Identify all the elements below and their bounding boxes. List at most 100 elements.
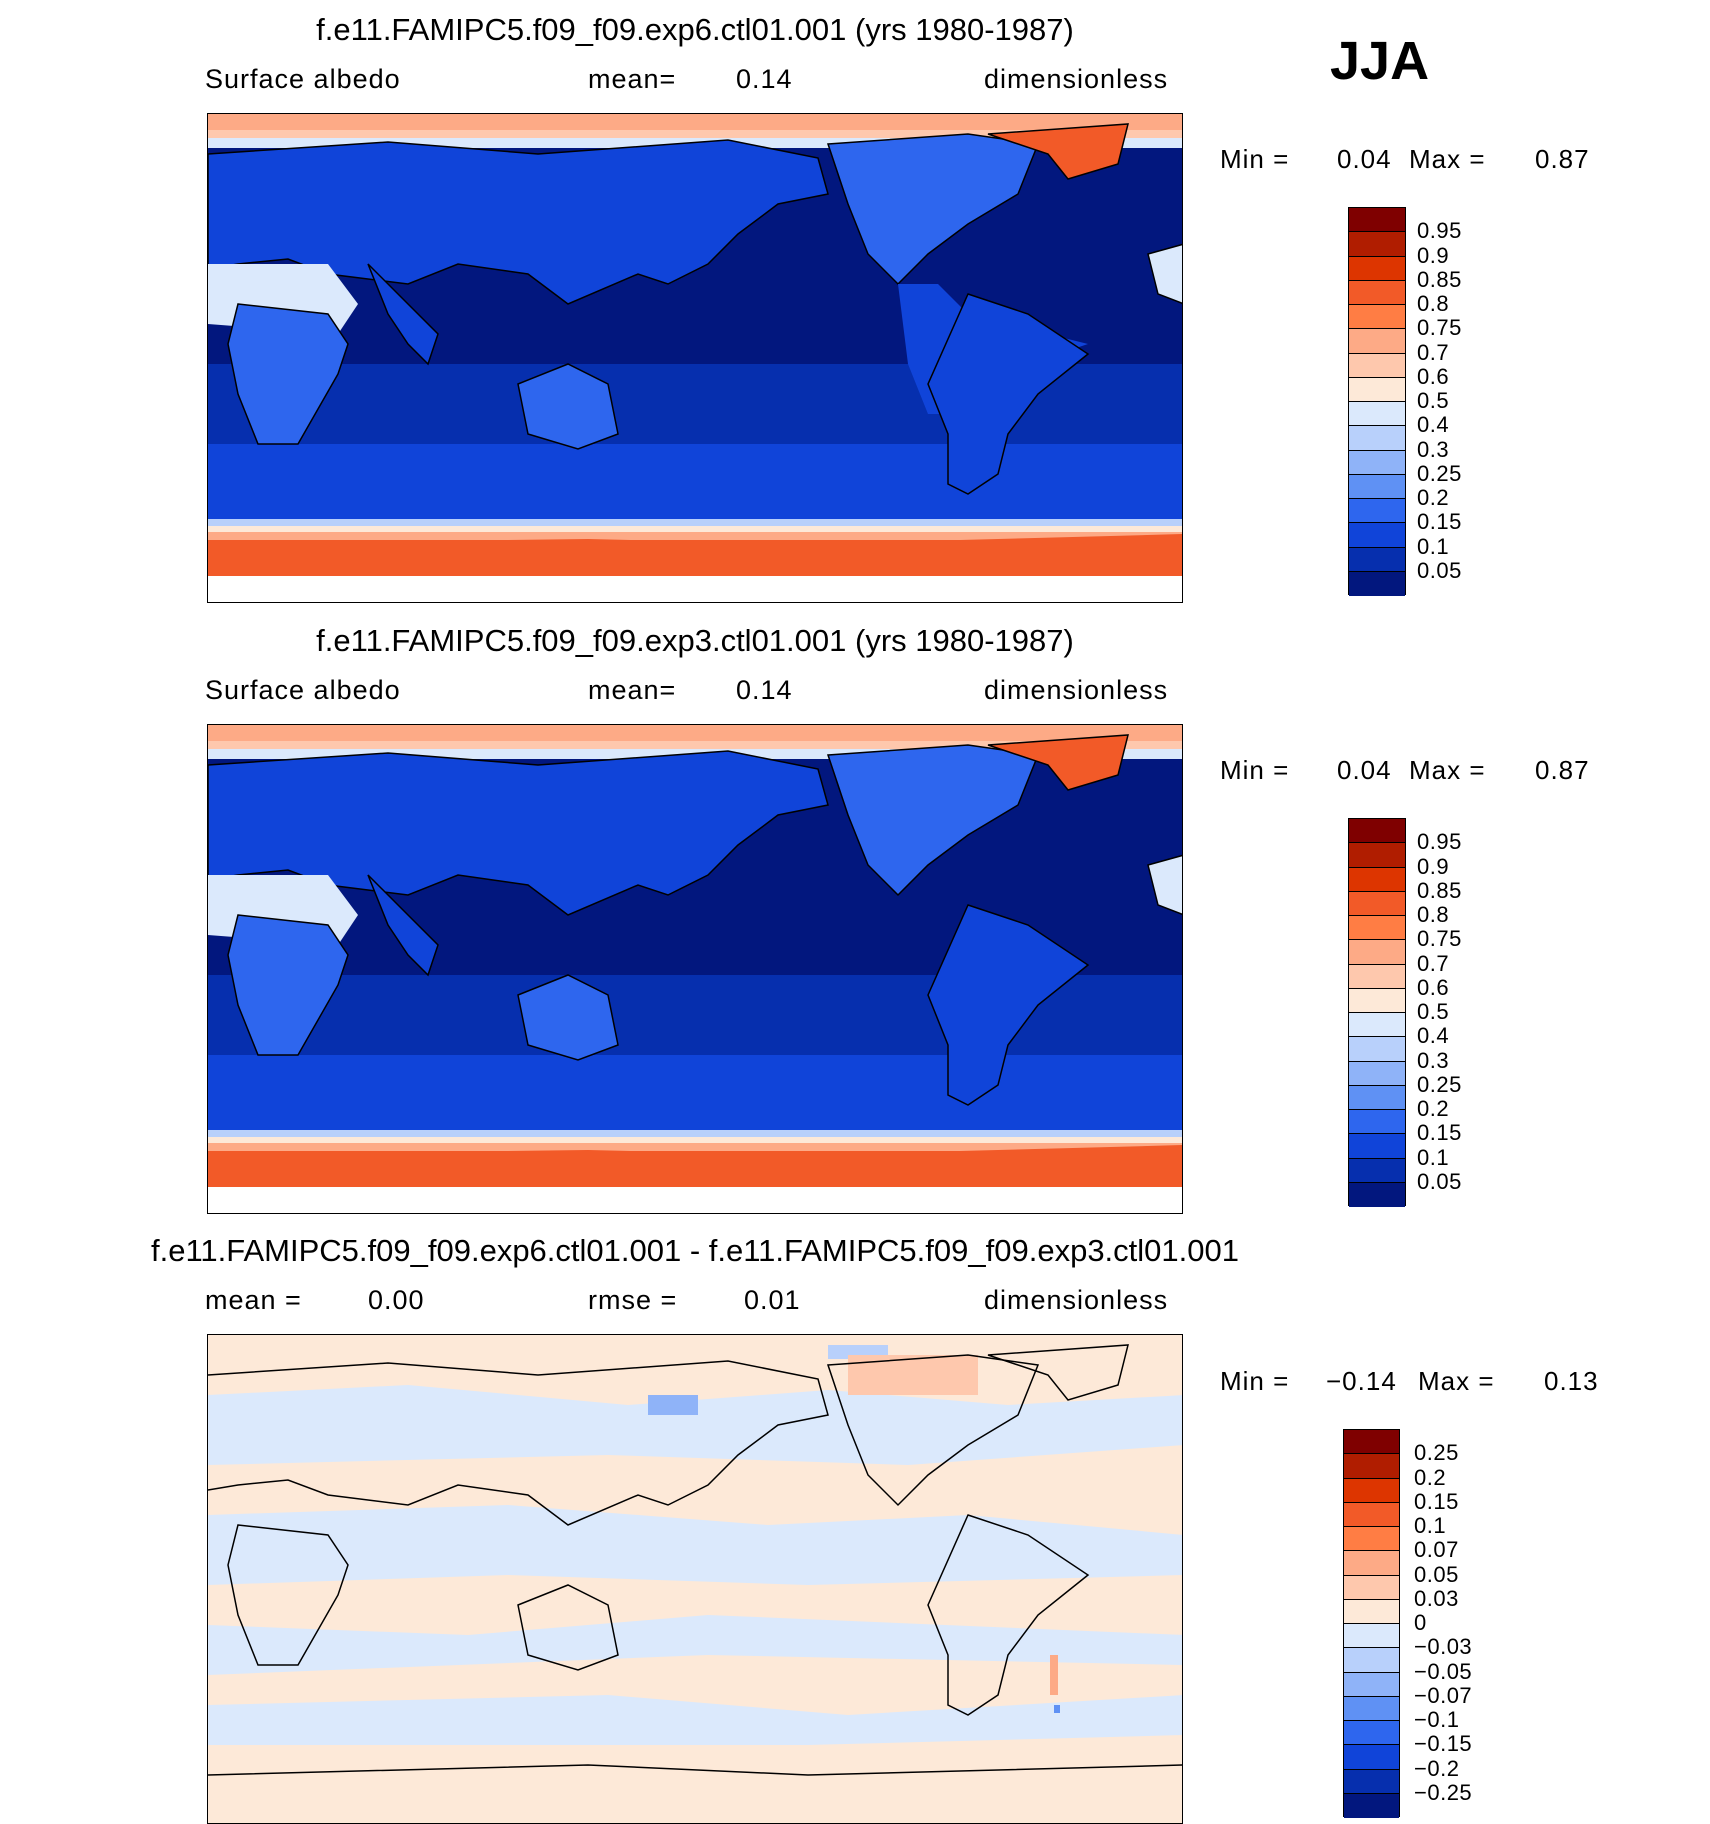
colorbar-swatch	[1344, 1696, 1399, 1721]
colorbar-level-label: 0.5	[1417, 388, 1450, 413]
colorbar-level-label: 0.7	[1417, 339, 1450, 365]
panel-1-colorbar	[1348, 207, 1406, 596]
panel-3-max-label: Max =	[1418, 1366, 1495, 1396]
colorbar-level-label: 0.8	[1417, 291, 1450, 316]
colorbar-level-label: 0.3	[1417, 1047, 1450, 1073]
colorbar-swatch	[1349, 402, 1405, 427]
panel-2-units: dimensionless	[984, 675, 1169, 705]
panel-2-field-name: Surface albedo	[205, 675, 401, 705]
colorbar-level-label: 0.2	[1417, 485, 1450, 510]
colorbar-swatch	[1344, 1721, 1399, 1746]
colorbar-swatch	[1344, 1551, 1399, 1576]
colorbar-level-label: 0.95	[1417, 829, 1462, 855]
colorbar-level-label: 0.07	[1414, 1537, 1459, 1563]
panel-1-min-label: Min =	[1220, 144, 1290, 174]
panel-1-map	[207, 113, 1183, 603]
colorbar-level-label: 0.15	[1414, 1488, 1459, 1514]
colorbar-swatch	[1349, 1013, 1405, 1038]
colorbar-swatch	[1344, 1454, 1399, 1479]
colorbar-swatch	[1344, 1599, 1399, 1624]
panel-2-min-label: Min =	[1220, 755, 1290, 785]
colorbar-level-label: 0.15	[1417, 509, 1462, 535]
colorbar-swatch	[1349, 499, 1405, 524]
colorbar-level-label: 0.25	[1417, 1071, 1462, 1097]
colorbar-level-label: 0	[1414, 1610, 1427, 1635]
colorbar-level-label: 0.9	[1417, 853, 1450, 879]
colorbar-level-label: −0.05	[1414, 1658, 1473, 1684]
colorbar-swatch	[1349, 256, 1405, 281]
season-label: JJA	[1330, 31, 1430, 91]
colorbar-level-label: 0.03	[1414, 1585, 1459, 1611]
colorbar-swatch	[1344, 1648, 1399, 1673]
colorbar-swatch	[1344, 1745, 1399, 1770]
colorbar-swatch	[1344, 1624, 1399, 1649]
colorbar-level-label: 0.05	[1414, 1561, 1459, 1587]
panel-2-map-svg	[208, 725, 1182, 1213]
colorbar-level-label: 0.85	[1417, 266, 1462, 292]
colorbar-swatch	[1349, 867, 1405, 892]
colorbar-level-label: 0.7	[1417, 950, 1450, 976]
colorbar-level-label: −0.07	[1414, 1682, 1473, 1708]
panel-3-mean-value: 0.00	[368, 1285, 425, 1315]
colorbar-swatch	[1344, 1769, 1399, 1794]
panel-1-units: dimensionless	[984, 64, 1169, 94]
panel-3-min-label: Min =	[1220, 1366, 1290, 1396]
colorbar-level-label: 0.2	[1414, 1464, 1447, 1490]
colorbar-swatch	[1344, 1527, 1399, 1552]
colorbar-swatch	[1349, 1110, 1405, 1135]
panel-2-mean-label: mean=	[588, 675, 677, 705]
colorbar-level-label: −0.25	[1414, 1779, 1473, 1805]
colorbar-swatch	[1349, 208, 1405, 233]
panel-3-min-value: −0.14	[1326, 1366, 1397, 1396]
colorbar-swatch	[1349, 940, 1405, 965]
panel-3-colorbar-labels: 0.25 0.2 0.15 0.1 0.07 0.05 0.03 0 −0.03 −0.05 −0.…	[1412, 1429, 1542, 1817]
panel-3-rmse-label: rmse =	[588, 1285, 678, 1315]
colorbar-swatch	[1349, 474, 1405, 499]
colorbar-swatch	[1349, 305, 1405, 330]
panel-1-min-value: 0.04	[1337, 144, 1392, 174]
panel-3-colorbar	[1343, 1429, 1400, 1818]
panel-2-min-value: 0.04	[1337, 755, 1392, 785]
colorbar-swatch	[1349, 426, 1405, 451]
colorbar-swatch	[1349, 547, 1405, 572]
colorbar-swatch	[1349, 1085, 1405, 1110]
panel-3-rmse-value: 0.01	[744, 1285, 801, 1315]
colorbar-level-label: 0.15	[1417, 1120, 1462, 1146]
panel-2-mean-value: 0.14	[736, 675, 793, 705]
colorbar-swatch	[1349, 377, 1405, 402]
colorbar-swatch	[1349, 280, 1405, 305]
panel-1-map-svg	[208, 114, 1182, 602]
panel-1-field-name: Surface albedo	[205, 64, 401, 94]
colorbar-swatch	[1349, 843, 1405, 868]
panel-3-title: f.e11.FAMIPC5.f09_f09.exp6.ctl01.001 - f…	[151, 1233, 1239, 1268]
colorbar-swatch	[1349, 232, 1405, 257]
colorbar-level-label: 0.25	[1417, 460, 1462, 486]
colorbar-swatch	[1344, 1478, 1399, 1503]
colorbar-swatch	[1349, 819, 1405, 844]
panel-3-mean-label: mean =	[205, 1285, 302, 1315]
colorbar-swatch	[1349, 1182, 1405, 1207]
colorbar-level-label: −0.2	[1414, 1755, 1460, 1781]
panel-2-max-label: Max =	[1409, 755, 1486, 785]
colorbar-swatch	[1344, 1430, 1399, 1455]
colorbar-level-label: 0.8	[1417, 902, 1450, 927]
colorbar-level-label: 0.1	[1417, 533, 1450, 559]
colorbar-swatch	[1349, 1061, 1405, 1086]
colorbar-level-label: −0.03	[1414, 1634, 1473, 1660]
colorbar-level-label: 0.95	[1417, 218, 1462, 244]
colorbar-level-label: 0.6	[1417, 363, 1450, 389]
colorbar-swatch	[1349, 1037, 1405, 1062]
colorbar-swatch	[1349, 988, 1405, 1013]
colorbar-level-label: 0.25	[1414, 1440, 1459, 1466]
colorbar-swatch	[1344, 1672, 1399, 1697]
colorbar-level-label: 0.1	[1417, 1144, 1450, 1170]
panel-2-colorbar	[1348, 818, 1406, 1207]
colorbar-level-label: 0.9	[1417, 242, 1450, 268]
colorbar-level-label: 0.3	[1417, 436, 1450, 462]
panel-2-colorbar-labels: 0.95 0.9 0.85 0.8 0.75 0.7 0.6 0.5 0.4 0.3 0.25 0.2…	[1413, 818, 1533, 1206]
panel-1-title: f.e11.FAMIPC5.f09_f09.exp6.ctl01.001 (yr…	[316, 12, 1074, 47]
panel-2-max-value: 0.87	[1535, 755, 1590, 785]
panel-3-map-svg	[208, 1335, 1182, 1823]
panel-3-units: dimensionless	[984, 1285, 1169, 1315]
colorbar-swatch	[1349, 571, 1405, 596]
